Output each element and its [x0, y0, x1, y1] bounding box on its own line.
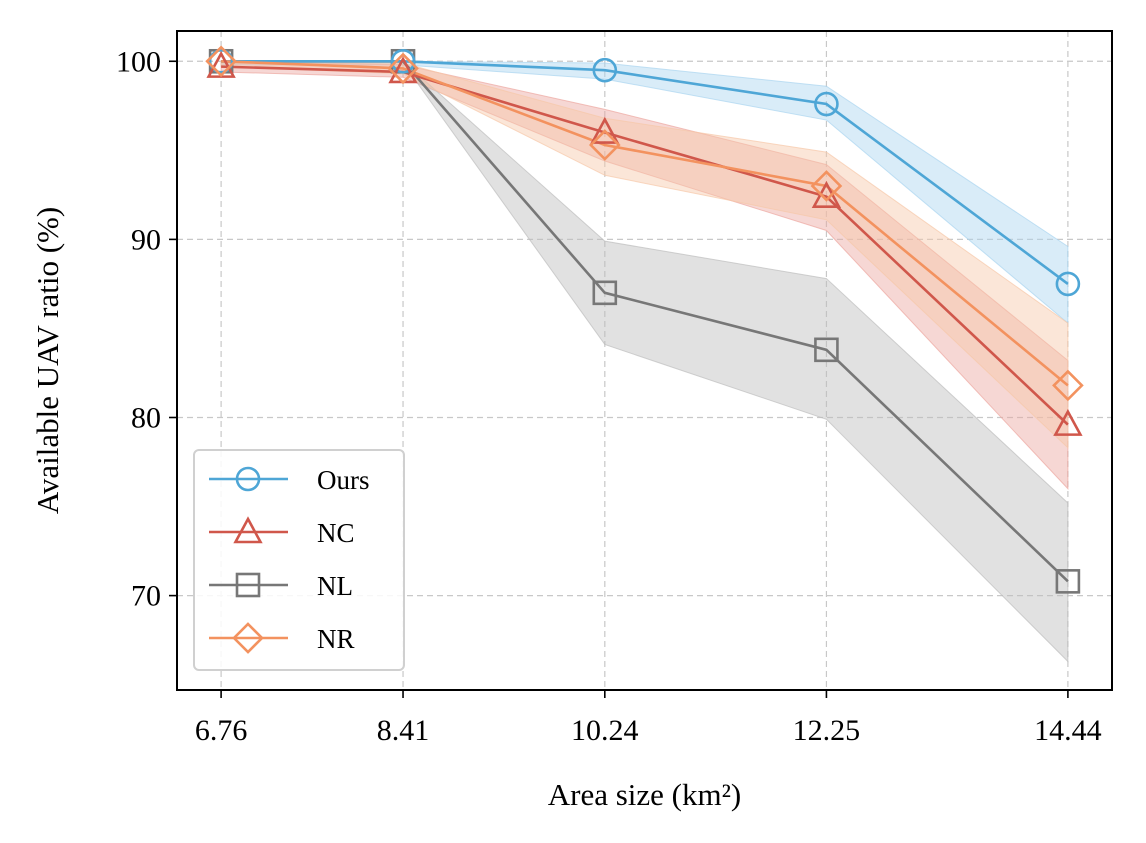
marker-ours	[592, 57, 618, 83]
series-markers	[205, 45, 1084, 594]
legend-marker-ours	[235, 466, 261, 492]
x-tick-label: 12.25	[793, 714, 861, 747]
legend-label-nl: NL	[317, 571, 353, 601]
marker-nr	[387, 52, 419, 85]
x-tick-label: 14.44	[1034, 714, 1102, 747]
band-nl	[220, 60, 1069, 663]
x-tick-label: 6.76	[195, 714, 248, 747]
line-nr	[221, 59, 1069, 387]
marker-nl	[1055, 569, 1081, 594]
x-axis-title: Area size (km²)	[548, 777, 741, 812]
legend-marker-nl	[235, 572, 261, 598]
y-tick-label: 70	[131, 580, 161, 613]
marker-nr	[810, 170, 843, 202]
marker-ours	[1055, 271, 1081, 297]
x-tick-label: 10.24	[571, 714, 639, 747]
legend-marker-nc	[233, 516, 263, 544]
legend-label-nc: NC	[317, 518, 355, 548]
marker-nc	[590, 116, 620, 144]
x-tick-label: 8.41	[377, 714, 430, 747]
plot-frame	[176, 30, 1113, 691]
legend: Ours NC NL NR	[193, 449, 405, 671]
legend-label-nr: NR	[317, 624, 355, 654]
marker-nl	[592, 280, 618, 306]
y-axis-title: Available UAV ratio (%)	[30, 207, 65, 514]
marker-nr	[205, 45, 237, 78]
y-tick-label: 100	[116, 45, 161, 78]
legend-label-ours: Ours	[317, 465, 370, 495]
marker-nl	[814, 337, 839, 363]
marker-nc	[1053, 408, 1083, 436]
marker-nr	[1052, 369, 1084, 402]
legend-box	[193, 449, 405, 671]
marker-nr	[588, 129, 621, 161]
marker-ours	[814, 91, 839, 117]
marker-ours	[208, 48, 234, 74]
legend-marker-nr	[232, 622, 264, 654]
marker-ours	[390, 48, 416, 74]
y-tick-label: 80	[131, 401, 161, 434]
y-tick-label: 90	[131, 223, 161, 256]
line-ours	[221, 59, 1069, 285]
axis-ticks: 6.76 8.41 10.24 12.25 14.44 70 80 90 100	[116, 45, 1102, 747]
band-nc	[220, 60, 1069, 491]
